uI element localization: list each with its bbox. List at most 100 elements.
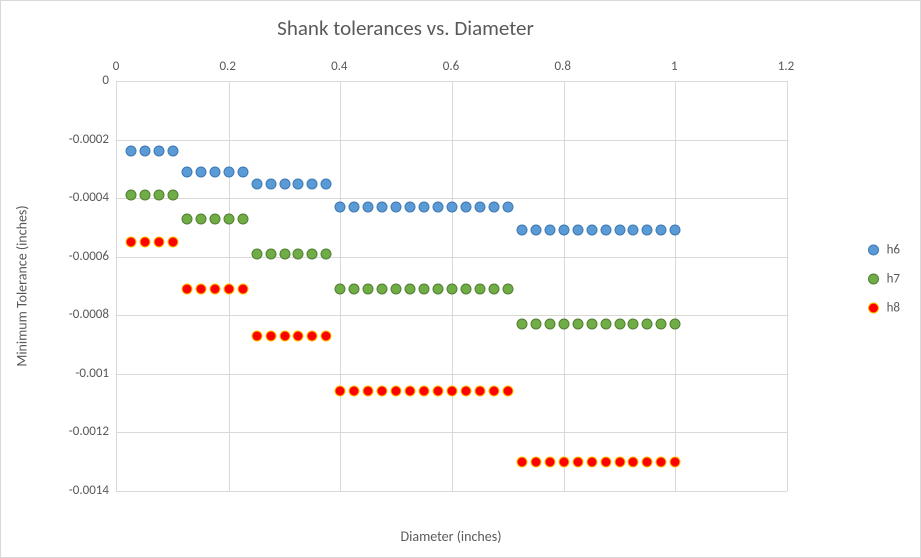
point-h6	[307, 178, 318, 189]
point-h6	[195, 166, 206, 177]
point-h8	[586, 456, 597, 467]
point-h8	[307, 330, 318, 341]
point-h8	[447, 386, 458, 397]
point-h8	[335, 386, 346, 397]
point-h8	[181, 283, 192, 294]
gridline-h	[117, 81, 787, 82]
point-h8	[167, 237, 178, 248]
xtick-4: 0.8	[543, 59, 583, 74]
point-h6	[614, 225, 625, 236]
point-h8	[223, 283, 234, 294]
ytick-7: -0.0014	[51, 484, 109, 497]
point-h7	[670, 319, 681, 330]
ytick-3: -0.0006	[51, 250, 109, 263]
point-h8	[600, 456, 611, 467]
legend-item-h7: h7	[868, 272, 900, 287]
point-h8	[293, 330, 304, 341]
point-h7	[181, 213, 192, 224]
point-h6	[572, 225, 583, 236]
point-h6	[460, 201, 471, 212]
point-h7	[125, 190, 136, 201]
ytick-6: -0.0012	[51, 425, 109, 438]
point-h6	[656, 225, 667, 236]
point-h6	[125, 146, 136, 157]
point-h8	[279, 330, 290, 341]
point-h8	[391, 386, 402, 397]
point-h7	[153, 190, 164, 201]
point-h7	[447, 283, 458, 294]
ytick-1: -0.0002	[51, 133, 109, 146]
point-h6	[516, 225, 527, 236]
point-h8	[670, 456, 681, 467]
xtick-5: 1	[654, 59, 694, 74]
point-h7	[642, 319, 653, 330]
point-h6	[419, 201, 430, 212]
point-h7	[307, 248, 318, 259]
point-h8	[656, 456, 667, 467]
point-h6	[642, 225, 653, 236]
point-h8	[209, 283, 220, 294]
point-h6	[530, 225, 541, 236]
point-h7	[139, 190, 150, 201]
point-h6	[209, 166, 220, 177]
gridline-h	[117, 140, 787, 141]
point-h7	[279, 248, 290, 259]
point-h7	[209, 213, 220, 224]
point-h8	[349, 386, 360, 397]
point-h8	[572, 456, 583, 467]
point-h7	[488, 283, 499, 294]
ytick-5: -0.001	[51, 367, 109, 380]
point-h6	[139, 146, 150, 157]
point-h6	[474, 201, 485, 212]
point-h7	[628, 319, 639, 330]
point-h8	[474, 386, 485, 397]
point-h8	[433, 386, 444, 397]
point-h7	[656, 319, 667, 330]
gridline-v	[675, 81, 676, 491]
point-h6	[251, 178, 262, 189]
point-h6	[502, 201, 513, 212]
xtick-6: 1.2	[766, 59, 806, 74]
point-h7	[405, 283, 416, 294]
gridline-h	[117, 257, 787, 258]
point-h8	[321, 330, 332, 341]
point-h8	[377, 386, 388, 397]
point-h7	[600, 319, 611, 330]
point-h7	[335, 283, 346, 294]
point-h7	[558, 319, 569, 330]
y-axis-title: Minimum Tolerance (inches)	[7, 81, 37, 491]
point-h7	[293, 248, 304, 259]
legend-item-h6: h6	[868, 243, 900, 258]
point-h6	[265, 178, 276, 189]
point-h8	[139, 237, 150, 248]
chart-title: Shank tolerances vs. Diameter	[1, 15, 810, 41]
point-h6	[153, 146, 164, 157]
point-h8	[460, 386, 471, 397]
point-h7	[321, 248, 332, 259]
point-h8	[251, 330, 262, 341]
point-h7	[460, 283, 471, 294]
point-h6	[600, 225, 611, 236]
point-h8	[265, 330, 276, 341]
y-axis-title-text: Minimum Tolerance (inches)	[14, 205, 31, 366]
point-h7	[516, 319, 527, 330]
point-h8	[153, 237, 164, 248]
point-h6	[586, 225, 597, 236]
point-h7	[265, 248, 276, 259]
point-h8	[419, 386, 430, 397]
point-h8	[488, 386, 499, 397]
point-h6	[363, 201, 374, 212]
legend-label-h7: h7	[887, 272, 900, 287]
point-h8	[237, 283, 248, 294]
legend-marker-h6	[868, 245, 879, 256]
ytick-2: -0.0004	[51, 191, 109, 204]
point-h6	[544, 225, 555, 236]
legend-marker-h8	[868, 303, 879, 314]
point-h6	[181, 166, 192, 177]
gridline-h	[117, 198, 787, 199]
point-h6	[293, 178, 304, 189]
gridline-h	[117, 432, 787, 433]
legend-label-h8: h8	[887, 301, 900, 316]
point-h6	[321, 178, 332, 189]
point-h6	[391, 201, 402, 212]
